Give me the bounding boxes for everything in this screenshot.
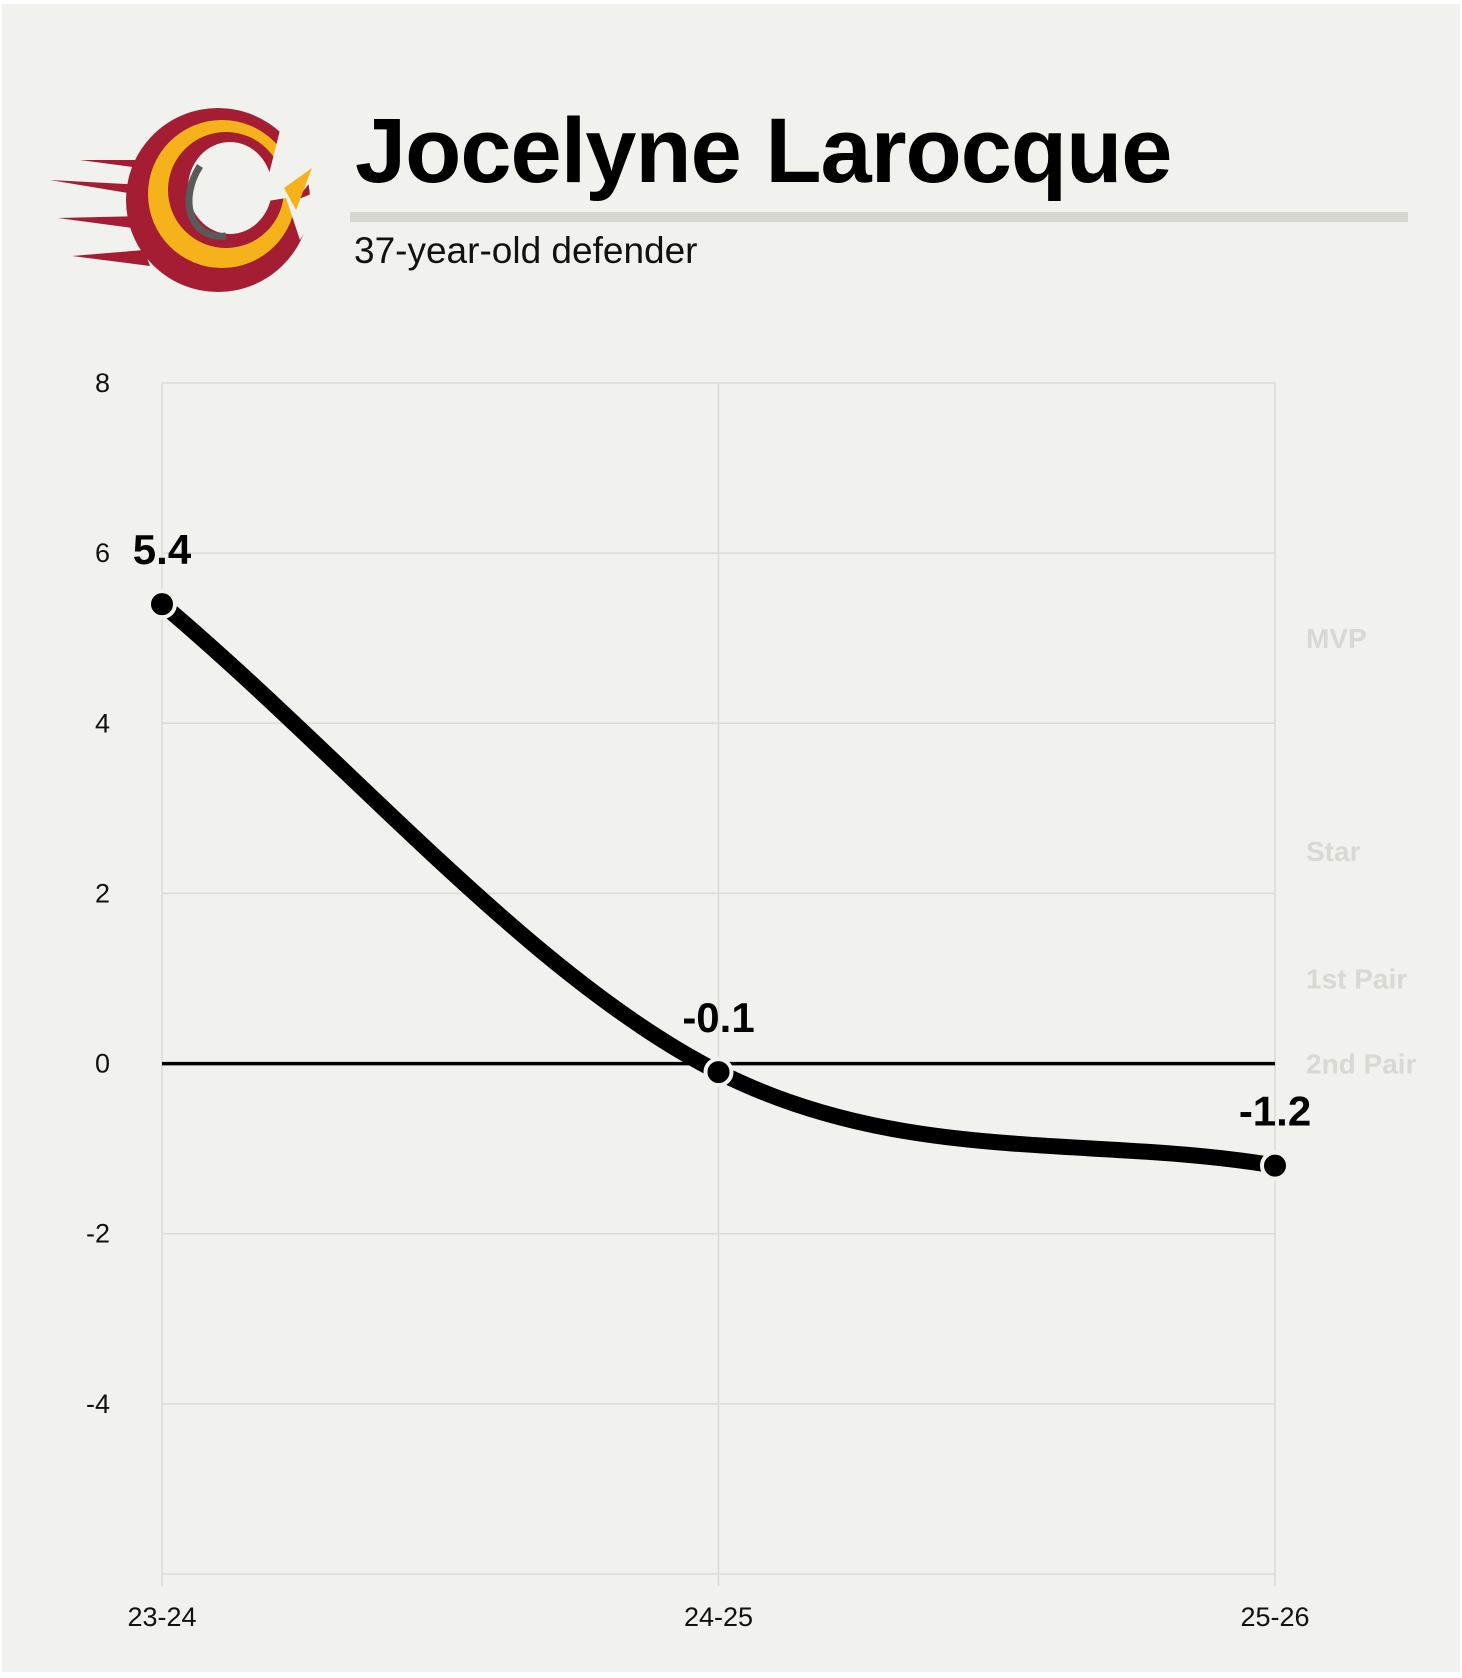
y-tick-label: 0 — [95, 1049, 110, 1079]
team-logo-icon — [50, 90, 332, 310]
x-tick-label: 25-26 — [1240, 1602, 1309, 1632]
y-tick-label: 4 — [95, 708, 110, 738]
data-label: -0.1 — [682, 994, 754, 1041]
y-tick-label: -2 — [86, 1219, 110, 1249]
y-tick-label: 2 — [95, 878, 110, 908]
y-tick-label: 6 — [95, 538, 110, 568]
data-label: -1.2 — [1239, 1088, 1311, 1135]
tier-label: MVP — [1306, 623, 1367, 654]
y-tick-label: 8 — [95, 368, 110, 398]
page-subtitle: 37-year-old defender — [354, 230, 698, 271]
tier-label: 2nd Pair — [1306, 1049, 1417, 1080]
x-tick-label: 23-24 — [127, 1602, 196, 1632]
data-point — [703, 1057, 734, 1088]
page-title: Jocelyne Larocque — [355, 100, 1172, 202]
x-tick-label: 24-25 — [684, 1602, 753, 1632]
y-tick-label: -4 — [86, 1389, 110, 1419]
data-point — [147, 589, 177, 620]
tier-label: 1st Pair — [1306, 964, 1407, 995]
tier-label: Star — [1306, 836, 1361, 867]
data-label: 5.4 — [133, 526, 192, 573]
title-divider — [350, 212, 1408, 222]
data-point — [1260, 1150, 1290, 1181]
